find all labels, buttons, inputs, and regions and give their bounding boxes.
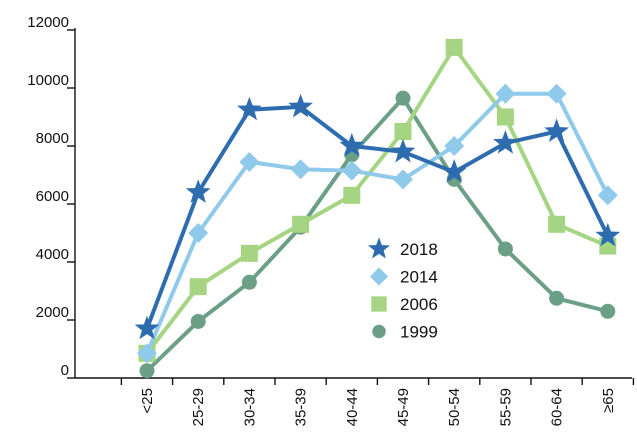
x-tick-label: <25 [139, 388, 156, 413]
data-point-2006 [189, 278, 207, 296]
data-point-2006 [548, 215, 566, 233]
legend-marker-1999 [372, 324, 386, 339]
x-axis: <25 25-29 30-34 35-39 40-44 45-49 50-54 55-59 60… [75, 377, 635, 426]
x-tick-label: 45-49 [395, 388, 412, 426]
data-point-2006 [292, 215, 310, 233]
series-line-2018 [145, 104, 610, 330]
data-point-2014 [239, 151, 260, 172]
y-tick-label: 0 [61, 362, 69, 379]
data-point-2018 [390, 138, 416, 163]
x-tick-label: 55-59 [497, 388, 514, 426]
legend: 2018 2014 2006 1999 [367, 237, 438, 342]
y-tick-label: 8000 [36, 130, 69, 147]
y-axis: 0 2000 4000 6000 8000 10000 12000 [27, 14, 76, 379]
data-point-2018 [134, 315, 160, 340]
data-point-2018 [493, 130, 518, 154]
data-point-2014 [495, 83, 516, 104]
data-point-2018 [237, 96, 262, 121]
series-line-2006 [145, 45, 609, 355]
x-tick-label: 40-44 [344, 388, 361, 426]
data-point-2006 [394, 123, 412, 140]
data-point-2018 [288, 93, 313, 118]
x-tick-label: 50-54 [446, 388, 463, 426]
data-point-2014 [341, 160, 362, 181]
legend-marker-2006 [371, 296, 387, 312]
x-tick-label: 30-34 [241, 388, 258, 426]
data-point-2014 [290, 159, 311, 180]
legend-label-2006: 2006 [400, 295, 438, 314]
y-tick-label: 4000 [36, 246, 69, 263]
data-point-2014 [137, 343, 157, 364]
legend-label-1999: 1999 [400, 323, 438, 342]
x-tick-label: 60-64 [549, 388, 566, 426]
data-point-1999 [395, 90, 411, 106]
series-layer [134, 38, 621, 379]
data-point-1999 [549, 290, 565, 306]
y-tick-label: 10000 [27, 72, 69, 89]
legend-label-2014: 2014 [400, 268, 438, 287]
series-line-2014 [145, 91, 610, 355]
series-line-1999 [145, 96, 609, 373]
y-tick-label: 12000 [27, 14, 69, 31]
data-point-2014 [393, 169, 413, 190]
data-point-2006 [496, 108, 514, 126]
legend-label-2018: 2018 [400, 240, 438, 259]
data-point-1999 [190, 313, 206, 329]
data-point-2006 [343, 186, 361, 204]
legend-marker-2014 [370, 267, 388, 286]
data-point-1999 [139, 363, 155, 379]
data-point-1999 [241, 274, 257, 290]
y-tick-label: 6000 [36, 188, 69, 205]
x-tick-label: ≥65 [600, 388, 617, 413]
series-1999 [139, 90, 616, 379]
data-point-2006 [445, 38, 463, 56]
data-point-2014 [546, 83, 567, 104]
data-point-2014 [597, 185, 618, 206]
data-point-2018 [595, 222, 621, 247]
data-point-2018 [441, 159, 467, 183]
data-point-2018 [185, 179, 211, 203]
series-2014 [137, 83, 618, 364]
x-tick-label: 35-39 [293, 388, 310, 426]
data-point-2014 [444, 136, 465, 156]
data-point-2006 [240, 244, 258, 262]
y-tick-label: 2000 [36, 304, 69, 321]
legend-marker-2018 [367, 237, 391, 259]
data-point-2018 [339, 133, 365, 157]
data-point-1999 [600, 303, 616, 319]
data-point-1999 [497, 241, 513, 257]
x-tick-label: 25-29 [190, 388, 207, 426]
series-2018 [134, 93, 621, 340]
data-point-2018 [544, 118, 569, 143]
data-point-2014 [188, 223, 209, 243]
